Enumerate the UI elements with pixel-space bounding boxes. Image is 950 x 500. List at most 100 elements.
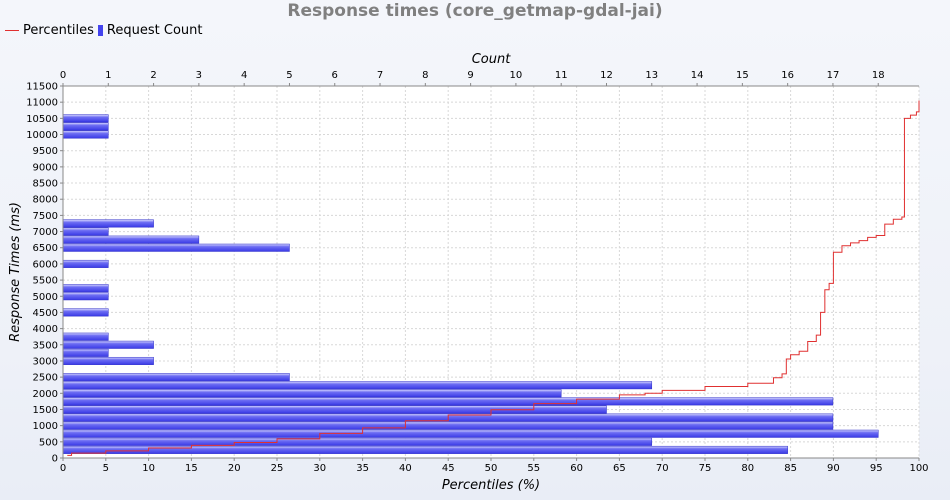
y-tick-label: 2000 — [33, 389, 58, 400]
x-top-tick-label: 12 — [600, 70, 613, 81]
x-top-tick-label: 10 — [510, 70, 523, 81]
y-tick-label: 1000 — [33, 421, 58, 432]
bar-9 — [62, 373, 290, 382]
x-bottom-tick-label: 95 — [870, 463, 883, 474]
bar-13 — [62, 332, 109, 341]
bar-12 — [62, 340, 154, 349]
legend-item-percentiles: Percentiles — [5, 23, 94, 38]
legend-bar-swatch — [97, 25, 103, 36]
x-top-tick-label: 16 — [781, 70, 794, 81]
bar-10 — [62, 356, 154, 365]
x-axis-title-top: Count — [472, 52, 512, 67]
axes-layer — [60, 83, 920, 461]
y-tick-label: 9500 — [33, 146, 58, 157]
y-tick-label: 11500 — [26, 82, 58, 93]
x-bottom-tick-label: 100 — [909, 463, 928, 474]
bar-6 — [62, 397, 834, 406]
y-tick-label: 8000 — [33, 195, 58, 206]
x-top-tick-label: 11 — [555, 70, 568, 81]
bar-24 — [62, 114, 109, 123]
bar-2 — [62, 429, 879, 438]
y-axis-title: Response Times (ms) — [8, 202, 23, 342]
x-bottom-tick-label: 70 — [656, 463, 669, 474]
x-bottom-tick-label: 0 — [60, 463, 66, 474]
legend-line-swatch — [5, 30, 19, 31]
y-tick-label: 5500 — [33, 276, 58, 287]
y-tick-label: 2500 — [33, 373, 58, 384]
bar-18 — [62, 243, 290, 252]
x-top-tick-label: 13 — [645, 70, 658, 81]
x-top-tick-label: 1 — [105, 70, 111, 81]
percentile-line-layer — [67, 100, 920, 456]
x-axis-title-bottom: Percentiles (%) — [442, 478, 540, 493]
x-bottom-tick-label: 45 — [442, 463, 455, 474]
bar-8 — [62, 381, 653, 390]
x-bottom-tick-label: 5 — [103, 463, 109, 474]
legend-item-request-count: Request Count — [97, 23, 203, 38]
bar-20 — [62, 227, 109, 236]
y-tick-label: 6500 — [33, 243, 58, 254]
x-top-tick-label: 4 — [241, 70, 247, 81]
legend-label-percentiles: Percentiles — [23, 23, 94, 38]
x-bottom-tick-label: 35 — [356, 463, 369, 474]
x-top-tick-label: 5 — [286, 70, 292, 81]
legend-label-request-count: Request Count — [106, 23, 203, 38]
bar-0 — [62, 445, 788, 454]
y-tick-label: 6000 — [33, 259, 58, 270]
x-bottom-tick-label: 80 — [741, 463, 754, 474]
y-tick-label: 10500 — [26, 114, 58, 125]
y-tick-label: 3000 — [33, 356, 58, 367]
x-bottom-tick-label: 60 — [570, 463, 583, 474]
x-top-tick-label: 3 — [196, 70, 202, 81]
tick-labels-layer: 0 5 10 15 20 25 30 35 40 45 50 55 60 65 70 75 80 85 90 95 10… — [26, 70, 928, 474]
x-bottom-tick-label: 15 — [185, 463, 198, 474]
x-bottom-tick-label: 20 — [228, 463, 241, 474]
y-tick-label: 7000 — [33, 227, 58, 238]
x-bottom-tick-label: 40 — [399, 463, 412, 474]
x-bottom-tick-label: 75 — [699, 463, 712, 474]
x-top-tick-label: 8 — [422, 70, 428, 81]
x-bottom-tick-label: 55 — [527, 463, 540, 474]
x-top-tick-label: 15 — [736, 70, 749, 81]
bar-23 — [62, 122, 109, 131]
x-top-tick-label: 0 — [60, 70, 66, 81]
bar-11 — [62, 348, 109, 357]
y-tick-label: 11000 — [26, 98, 58, 109]
x-bottom-tick-label: 50 — [485, 463, 498, 474]
bar-22 — [62, 130, 109, 139]
y-tick-label: 3500 — [33, 340, 58, 351]
y-tick-label: 9000 — [33, 162, 58, 173]
x-bottom-tick-label: 90 — [827, 463, 840, 474]
x-bottom-tick-label: 30 — [313, 463, 326, 474]
bar-17 — [62, 259, 109, 268]
x-top-tick-label: 6 — [332, 70, 338, 81]
bar-1 — [62, 437, 653, 446]
legend: Percentiles Request Count — [5, 23, 206, 38]
x-top-tick-label: 7 — [377, 70, 383, 81]
y-tick-label: 500 — [39, 437, 58, 448]
bar-21 — [62, 219, 154, 228]
bar-7 — [62, 389, 562, 398]
x-bottom-tick-label: 10 — [142, 463, 155, 474]
y-tick-label: 5000 — [33, 292, 58, 303]
bar-15 — [62, 292, 109, 301]
x-bottom-tick-label: 25 — [271, 463, 284, 474]
y-tick-label: 10000 — [26, 130, 58, 141]
bar-14 — [62, 308, 109, 317]
x-top-tick-label: 2 — [150, 70, 156, 81]
x-top-tick-label: 18 — [872, 70, 885, 81]
y-tick-label: 4000 — [33, 324, 58, 335]
x-bottom-tick-label: 85 — [784, 463, 797, 474]
y-tick-label: 1500 — [33, 405, 58, 416]
y-tick-label: 7500 — [33, 211, 58, 222]
percentile-line — [67, 100, 920, 456]
x-top-tick-label: 14 — [691, 70, 704, 81]
x-bottom-tick-label: 65 — [613, 463, 626, 474]
y-tick-label: 0 — [52, 454, 58, 465]
x-top-tick-label: 17 — [827, 70, 840, 81]
bar-16 — [62, 284, 109, 293]
chart-title: Response times (core_getmap-gdal-jai) — [287, 1, 663, 21]
y-tick-label: 8500 — [33, 179, 58, 190]
y-tick-label: 4500 — [33, 308, 58, 319]
